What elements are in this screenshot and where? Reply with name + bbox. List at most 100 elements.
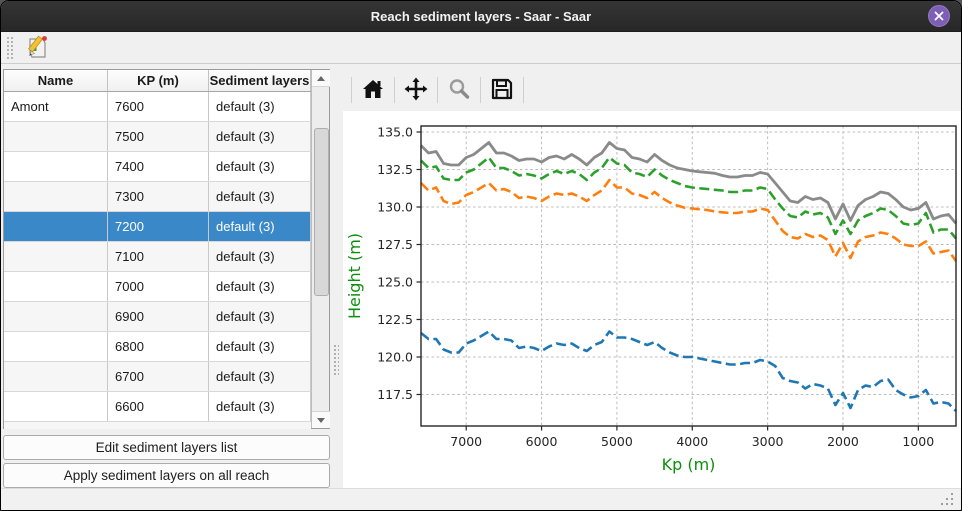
table-row[interactable]: 7000 default (3) (4, 272, 311, 302)
x-axis-label: Kp (m) (662, 455, 716, 474)
table-row[interactable]: Amont 7600 default (3) (4, 92, 311, 122)
home-button[interactable] (359, 76, 387, 104)
cell-name[interactable] (4, 242, 108, 271)
cell-layers[interactable]: default (3) (209, 152, 311, 181)
separator (394, 77, 395, 103)
table-row[interactable]: 6900 default (3) (4, 302, 311, 332)
plot-toolbar (344, 75, 531, 105)
plot-spines (420, 125, 957, 427)
toolbar-drag-handle[interactable] (6, 36, 13, 59)
y-tick-label: 130.0 (377, 200, 413, 215)
y-tick-label: 127.5 (377, 237, 413, 252)
cell-layers[interactable]: default (3) (209, 302, 311, 331)
cell-kp[interactable]: 6800 (108, 332, 209, 361)
x-tick-label: 5000 (601, 434, 633, 449)
titlebar[interactable]: Reach sediment layers - Saar - Saar (1, 1, 961, 32)
cell-layers[interactable]: default (3) (209, 332, 311, 361)
x-tick-label: 7000 (450, 434, 482, 449)
scroll-up-button[interactable] (312, 70, 330, 87)
triangle-down-icon (317, 417, 325, 423)
column-header-layers[interactable]: Sediment layers (209, 70, 311, 91)
table-row[interactable]: 7400 default (3) (4, 152, 311, 182)
y-axis-label: Height (m) (345, 233, 364, 319)
table-row[interactable]: 6800 default (3) (4, 332, 311, 362)
column-header-name[interactable]: Name (4, 70, 108, 91)
cell-name[interactable] (4, 302, 108, 331)
cell-layers[interactable]: default (3) (209, 272, 311, 301)
cell-name[interactable] (4, 182, 108, 211)
y-tick-label: 117.5 (377, 387, 413, 402)
profile-chart-figure: 7000 6000 5000 4000 3000 2000 1000 135.0 132.5 13… (343, 111, 962, 489)
cell-kp[interactable]: 7200 (108, 212, 209, 241)
series-layer-orange (420, 178, 958, 262)
cell-layers[interactable]: default (3) (209, 122, 311, 151)
save-button[interactable] (488, 76, 516, 104)
cell-kp[interactable]: 6700 (108, 362, 209, 391)
series-layer-bottom-blue (420, 330, 957, 412)
zoom-button[interactable] (445, 76, 473, 104)
cell-layers[interactable]: default (3) (209, 92, 311, 121)
triangle-up-icon (317, 75, 325, 81)
table-row[interactable]: 6700 default (3) (4, 362, 311, 392)
cell-layers[interactable]: default (3) (209, 182, 311, 211)
pan-icon (404, 77, 428, 101)
scroll-down-button[interactable] (312, 411, 330, 428)
zoom-icon (449, 79, 470, 99)
cell-name[interactable] (4, 212, 108, 241)
table-row[interactable]: 6600 default (3) (4, 392, 311, 422)
close-button[interactable] (928, 5, 950, 27)
cell-kp[interactable]: 7500 (108, 122, 209, 151)
cell-name[interactable] (4, 392, 108, 421)
x-icon (934, 11, 944, 21)
scrollbar-thumb[interactable] (314, 128, 329, 296)
cell-layers[interactable]: default (3) (209, 392, 311, 421)
apply-sediment-layers-button[interactable]: Apply sediment layers on all reach (3, 463, 330, 488)
edit-sediment-button[interactable] (23, 34, 51, 61)
table-row[interactable]: 7300 default (3) (4, 182, 311, 212)
table-row-partial[interactable] (4, 422, 311, 429)
cell-name[interactable] (4, 332, 108, 361)
separator (523, 77, 524, 103)
table-body: Amont 7600 default (3) 7500 default (3) 7400 d… (4, 92, 311, 429)
cell-layers[interactable]: default (3) (209, 242, 311, 271)
window-title: Reach sediment layers - Saar - Saar (370, 8, 592, 24)
cell-kp[interactable]: 7000 (108, 272, 209, 301)
y-tick-label: 120.0 (377, 350, 413, 365)
cell-layers[interactable]: default (3) (209, 212, 311, 241)
series-layer-top-gray (420, 141, 958, 225)
table-row[interactable]: 7100 default (3) (4, 242, 311, 272)
table-header: Name KP (m) Sediment layers (4, 70, 311, 92)
y-tick-label: 135.0 (377, 125, 413, 140)
table-row[interactable]: 7200 default (3) (4, 212, 311, 242)
cell-kp[interactable]: 6600 (108, 392, 209, 421)
cell-name[interactable]: Amont (4, 92, 108, 121)
table-scrollbar[interactable] (311, 70, 330, 428)
main-toolbar (1, 32, 961, 64)
chart-canvas[interactable]: 7000 6000 5000 4000 3000 2000 1000 135.0 132.5 13… (343, 111, 962, 489)
x-tick-label: 4000 (676, 434, 708, 449)
cell-kp[interactable]: 7100 (108, 242, 209, 271)
separator (480, 77, 481, 103)
series-layer-green (420, 156, 957, 240)
x-tick-label: 2000 (827, 434, 859, 449)
cell-name[interactable] (4, 362, 108, 391)
x-tick-label: 3000 (752, 434, 784, 449)
separator (351, 77, 352, 103)
cell-kp[interactable]: 6900 (108, 302, 209, 331)
cell-layers[interactable]: default (3) (209, 362, 311, 391)
panel-splitter-handle[interactable] (333, 344, 339, 376)
home-icon (363, 80, 383, 98)
separator (437, 77, 438, 103)
cell-kp[interactable]: 7600 (108, 92, 209, 121)
resize-grip-icon[interactable] (940, 493, 955, 506)
edit-sediment-layers-list-button[interactable]: Edit sediment layers list (3, 435, 330, 460)
column-header-kp[interactable]: KP (m) (108, 70, 209, 91)
y-tick-label: 125.0 (377, 275, 413, 290)
table-row[interactable]: 7500 default (3) (4, 122, 311, 152)
cell-name[interactable] (4, 152, 108, 181)
cell-name[interactable] (4, 122, 108, 151)
cell-kp[interactable]: 7400 (108, 152, 209, 181)
cell-name[interactable] (4, 272, 108, 301)
pan-button[interactable] (402, 76, 430, 104)
cell-kp[interactable]: 7300 (108, 182, 209, 211)
